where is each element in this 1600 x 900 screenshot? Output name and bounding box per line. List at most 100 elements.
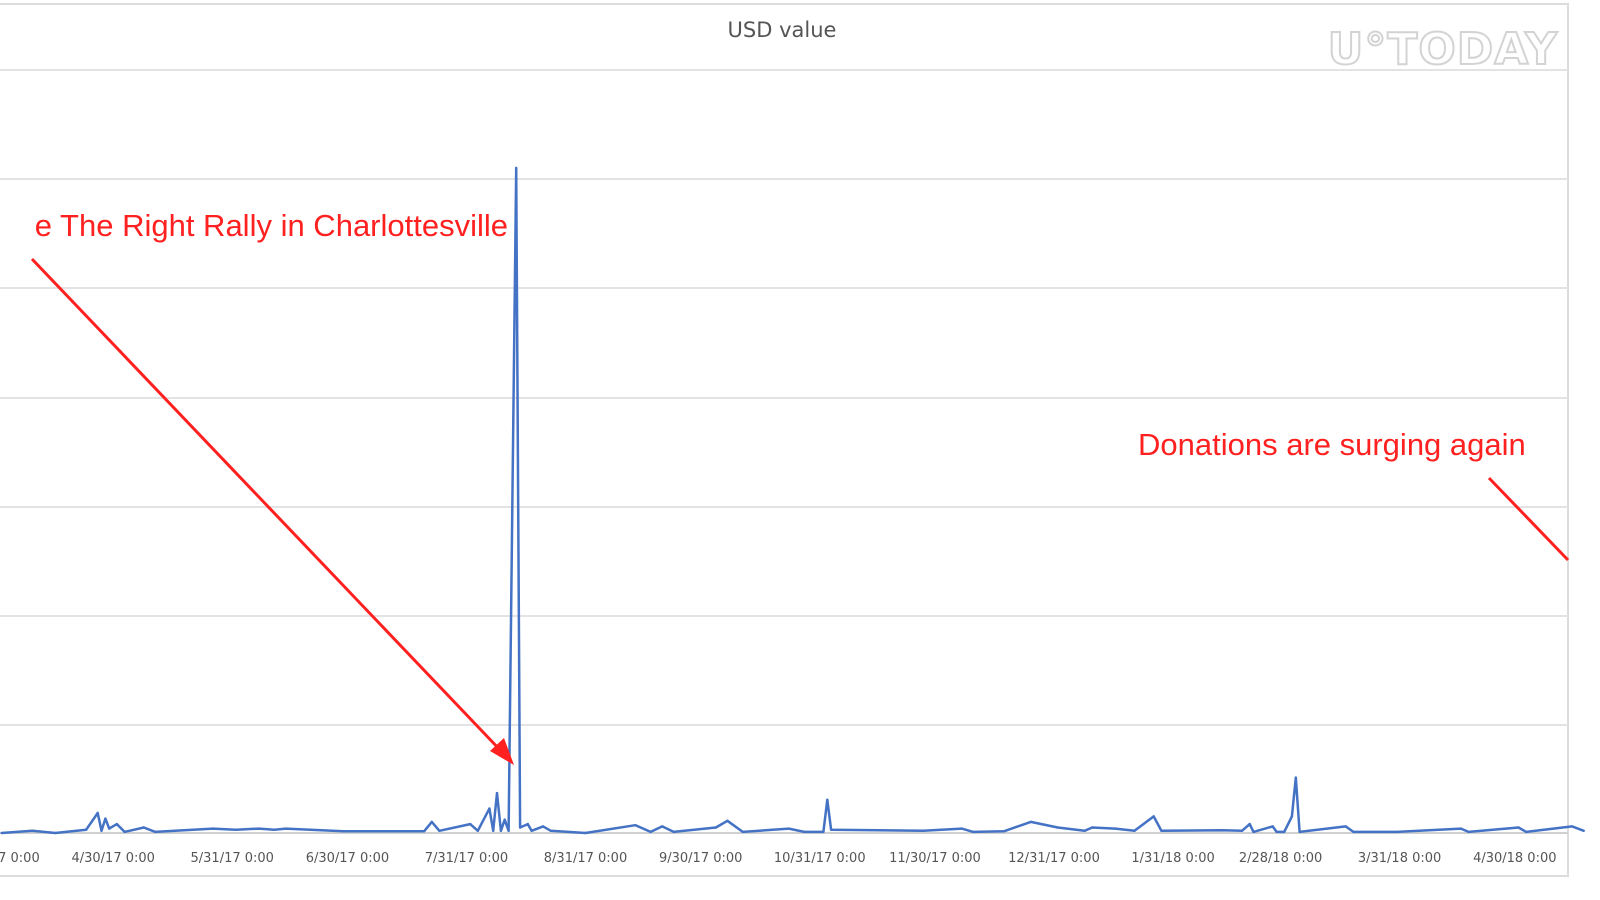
data-point	[499, 829, 503, 832]
chart-title: USD value	[727, 18, 837, 42]
data-point	[661, 825, 664, 828]
data-point	[495, 791, 499, 795]
x-tick-label: 9/30/17 0:00	[659, 851, 742, 866]
data-point	[1160, 829, 1163, 832]
data-point	[584, 831, 587, 835]
data-point	[1352, 830, 1355, 834]
data-point	[1294, 776, 1298, 779]
data-point	[273, 828, 276, 831]
data-point	[0, 831, 3, 835]
data-point	[972, 830, 975, 834]
data-point	[822, 830, 825, 834]
data-point	[100, 829, 103, 832]
data-point	[488, 807, 491, 810]
data-point	[257, 827, 261, 830]
data-point	[829, 828, 833, 831]
data-point	[1133, 829, 1136, 832]
data-point	[1114, 827, 1117, 830]
annotation-surging: Donations are surging again	[1138, 427, 1526, 462]
x-tick-label: 6/30/17 0:00	[306, 851, 389, 866]
data-point	[142, 826, 145, 829]
data-point	[672, 830, 675, 834]
data-point	[741, 830, 744, 834]
data-point	[342, 830, 345, 833]
data-point	[234, 828, 238, 831]
data-point	[154, 830, 157, 834]
data-point	[922, 829, 925, 832]
data-point	[476, 829, 479, 832]
data-point	[530, 829, 533, 832]
data-point	[1571, 825, 1574, 828]
data-point	[115, 822, 119, 826]
data-point	[549, 829, 552, 832]
data-point	[803, 830, 806, 834]
data-point	[526, 822, 529, 826]
data-point	[1221, 829, 1225, 832]
data-point	[31, 829, 34, 832]
data-point	[1283, 830, 1286, 834]
data-point	[123, 830, 126, 834]
data-point	[1344, 825, 1347, 828]
data-point	[1582, 829, 1586, 832]
annotation-arrowhead-1	[490, 738, 514, 765]
data-point	[1056, 826, 1059, 829]
data-point	[284, 827, 287, 830]
data-point	[1091, 826, 1094, 829]
x-tick-label: 10/31/17 0:00	[774, 851, 866, 866]
annotation-arrows	[30, 257, 1570, 765]
data-point	[1252, 830, 1255, 834]
data-point	[1152, 815, 1155, 818]
data-point	[541, 825, 545, 828]
x-tick-label: 3/31/18 0:00	[1358, 851, 1441, 866]
x-tick-label: 8/31/17 0:00	[544, 851, 627, 866]
data-point	[518, 826, 522, 829]
x-tick-label: 11/30/17 0:00	[889, 851, 981, 866]
series-usd-value	[0, 166, 1586, 835]
data-point	[438, 829, 441, 832]
data-point	[1083, 829, 1086, 832]
data-point	[826, 798, 829, 801]
data-point	[649, 830, 652, 834]
data-point	[507, 829, 510, 832]
chart-area-border	[0, 3, 1569, 877]
data-point	[960, 827, 963, 830]
x-axis: 3/31/17 0:00 4/30/17 0:00 5/31/17 0:00 6/30…	[0, 851, 1557, 866]
annotation-arrow-1	[30, 257, 504, 754]
x-tick-label: 12/31/17 0:00	[1008, 851, 1100, 866]
data-point	[1002, 830, 1006, 833]
data-point	[515, 166, 518, 170]
data-point	[430, 820, 433, 824]
data-point	[1298, 830, 1301, 834]
data-point	[85, 828, 88, 831]
data-point	[1459, 827, 1463, 830]
data-point	[503, 818, 506, 821]
watermark-logo: U°TODAY	[1327, 23, 1558, 76]
data-point	[714, 826, 718, 829]
data-point	[96, 811, 99, 815]
series-line	[1, 166, 1585, 835]
data-point	[1271, 825, 1274, 828]
x-tick-label: 1/31/18 0:00	[1131, 851, 1214, 866]
data-point	[492, 829, 495, 832]
data-point	[54, 831, 57, 835]
data-point	[1275, 830, 1278, 834]
data-point	[104, 817, 107, 820]
annotation-arrow-2	[1487, 476, 1570, 562]
data-point	[1467, 830, 1470, 834]
gridlines	[0, 69, 1568, 834]
data-point	[1029, 820, 1033, 824]
x-tick-label: 4/30/18 0:00	[1473, 851, 1556, 866]
data-point	[787, 827, 791, 830]
data-point	[1290, 815, 1294, 818]
x-tick-label: 7/31/17 0:00	[425, 851, 508, 866]
data-point	[1240, 829, 1244, 832]
data-point	[108, 827, 111, 830]
x-tick-label: 5/31/17 0:00	[191, 851, 274, 866]
data-point	[469, 822, 472, 826]
x-tick-label: 4/30/17 0:00	[71, 851, 154, 866]
x-tick-label: 2/28/18 0:00	[1239, 851, 1322, 866]
data-point	[211, 827, 215, 830]
data-point	[1517, 826, 1520, 829]
data-point	[1525, 830, 1528, 834]
